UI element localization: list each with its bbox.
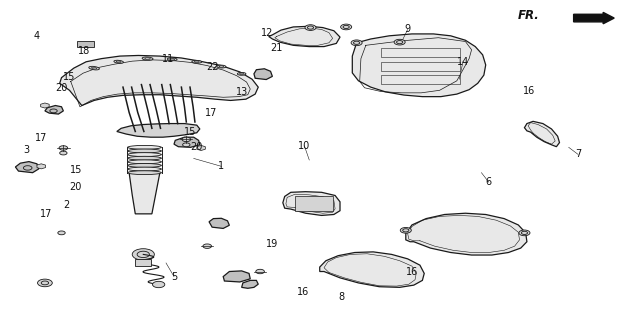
- Circle shape: [132, 249, 155, 260]
- Ellipse shape: [217, 65, 226, 68]
- Ellipse shape: [89, 66, 99, 70]
- Polygon shape: [525, 121, 560, 147]
- Bar: [381, 75, 460, 84]
- Bar: [381, 48, 460, 57]
- Polygon shape: [117, 124, 200, 137]
- FancyArrow shape: [574, 12, 614, 24]
- Ellipse shape: [127, 171, 161, 175]
- Text: 3: 3: [24, 146, 30, 156]
- Ellipse shape: [167, 58, 177, 61]
- Circle shape: [58, 231, 65, 235]
- Polygon shape: [45, 106, 63, 114]
- Polygon shape: [406, 213, 527, 255]
- Bar: [77, 41, 94, 47]
- Text: 4: 4: [34, 31, 40, 42]
- Text: 13: 13: [235, 87, 248, 97]
- Text: 7: 7: [575, 149, 581, 159]
- Ellipse shape: [142, 57, 153, 60]
- Polygon shape: [209, 218, 229, 228]
- Bar: [381, 62, 460, 71]
- Ellipse shape: [127, 145, 161, 149]
- Text: 2: 2: [63, 200, 70, 210]
- Text: 9: 9: [404, 24, 410, 35]
- Text: 21: 21: [271, 44, 283, 53]
- Ellipse shape: [127, 160, 161, 164]
- Ellipse shape: [192, 60, 202, 63]
- Polygon shape: [254, 69, 273, 80]
- Text: 20: 20: [70, 182, 82, 192]
- Polygon shape: [60, 55, 258, 106]
- Ellipse shape: [127, 153, 161, 156]
- Text: 12: 12: [261, 28, 274, 38]
- Text: FR.: FR.: [518, 9, 540, 22]
- Bar: [295, 196, 333, 211]
- Text: 18: 18: [78, 46, 91, 56]
- Text: 1: 1: [219, 161, 224, 171]
- Ellipse shape: [237, 72, 246, 75]
- Text: 14: 14: [457, 57, 469, 67]
- Text: 16: 16: [297, 287, 309, 297]
- Text: 16: 16: [524, 86, 535, 96]
- Polygon shape: [223, 271, 250, 282]
- Text: 10: 10: [298, 141, 310, 151]
- Text: 15: 15: [184, 127, 197, 137]
- Text: 15: 15: [63, 72, 76, 82]
- Circle shape: [341, 24, 351, 30]
- Text: 17: 17: [35, 133, 47, 143]
- Polygon shape: [242, 280, 258, 288]
- Text: 16: 16: [406, 267, 418, 276]
- Circle shape: [256, 269, 265, 274]
- Ellipse shape: [127, 149, 161, 153]
- Polygon shape: [16, 162, 39, 173]
- Polygon shape: [269, 26, 340, 47]
- Ellipse shape: [114, 60, 124, 63]
- Polygon shape: [283, 192, 340, 215]
- Polygon shape: [174, 137, 200, 147]
- Circle shape: [519, 230, 530, 236]
- Circle shape: [153, 281, 165, 288]
- Text: 20: 20: [55, 83, 68, 93]
- Text: 22: 22: [206, 61, 219, 72]
- Ellipse shape: [127, 167, 161, 171]
- Polygon shape: [320, 252, 424, 287]
- Circle shape: [305, 25, 316, 30]
- Text: 17: 17: [205, 108, 217, 118]
- Bar: [135, 259, 152, 266]
- Text: 8: 8: [338, 292, 344, 302]
- Circle shape: [60, 151, 67, 155]
- Circle shape: [59, 146, 68, 150]
- Circle shape: [37, 279, 52, 287]
- Circle shape: [183, 143, 190, 147]
- Text: 5: 5: [171, 272, 177, 282]
- Ellipse shape: [127, 156, 161, 160]
- Text: 20: 20: [191, 142, 203, 152]
- Text: 15: 15: [70, 165, 82, 175]
- Circle shape: [394, 39, 405, 45]
- Text: 11: 11: [161, 54, 174, 64]
- Circle shape: [401, 228, 411, 233]
- Polygon shape: [352, 34, 486, 97]
- Circle shape: [203, 244, 212, 248]
- Text: 6: 6: [486, 177, 492, 187]
- Circle shape: [351, 40, 362, 46]
- Circle shape: [182, 137, 191, 142]
- Polygon shape: [129, 173, 160, 214]
- Text: 17: 17: [40, 210, 52, 220]
- Ellipse shape: [127, 164, 161, 167]
- Text: 19: 19: [266, 239, 278, 249]
